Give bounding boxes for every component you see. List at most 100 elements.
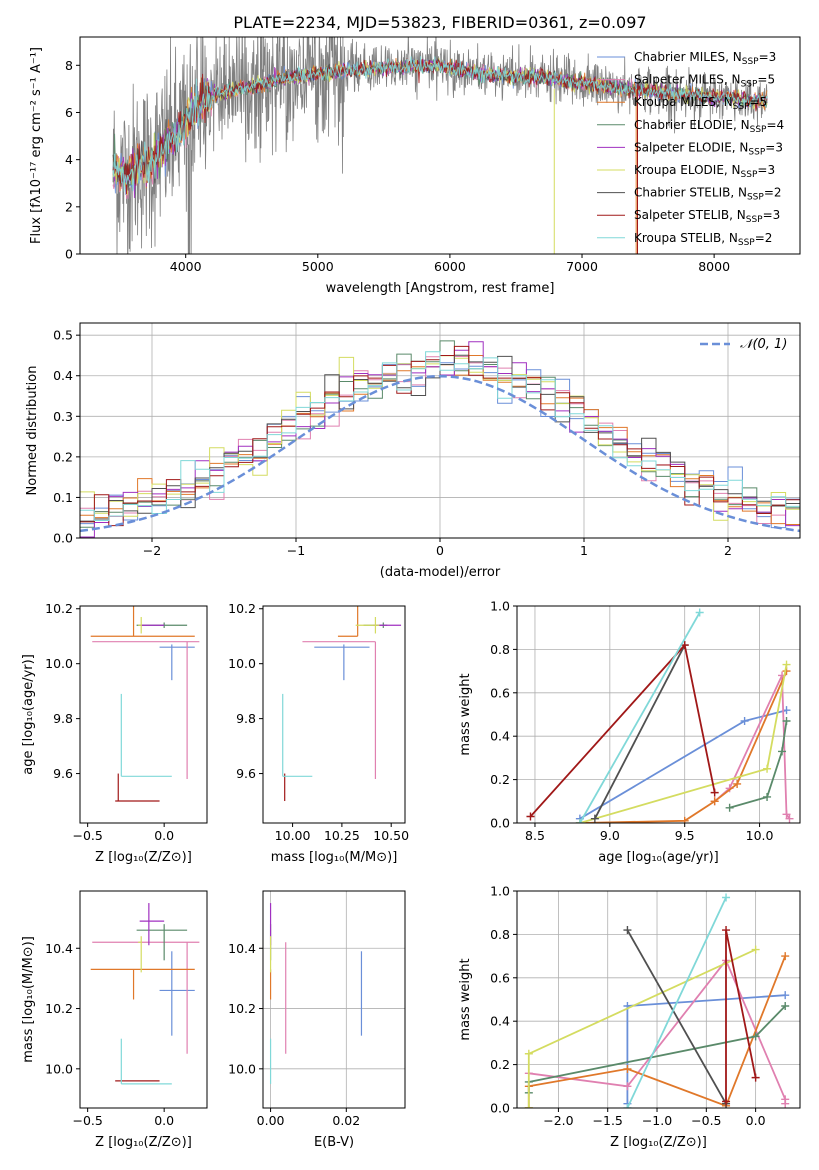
y-tick-label: 9.6	[53, 766, 73, 781]
ssp-weight-marker	[751, 1032, 760, 1041]
residuals-plot	[80, 340, 800, 538]
x-tick-label: 10.00	[275, 828, 311, 843]
axes-frame	[79, 36, 801, 255]
y-tick-label: 10.2	[228, 601, 256, 616]
ssp-weight-marker	[680, 816, 689, 823]
figure-title: PLATE=2234, MJD=53823, FIBERID=0361, z=0…	[233, 13, 646, 32]
spectrum-plot	[112, 37, 768, 254]
y-tick-label: 6	[65, 105, 73, 120]
ssp-weight-line	[714, 675, 791, 820]
legend-subscript: SSP	[748, 147, 765, 157]
x-tick-label: 4000	[170, 259, 202, 274]
y-tick-label: 10.0	[45, 1061, 73, 1076]
ssp-weight-marker	[763, 792, 772, 801]
y-tick-label: 0.2	[490, 1057, 510, 1072]
ssp-weight-marker	[623, 1104, 632, 1108]
y-tick-label: 0.6	[490, 685, 510, 700]
plot-layer: 4000 5000 6000 7000 8000 0 2 4 6 8 wavelength [Ang…	[21, 36, 801, 1150]
x-tick-label: −1.5	[593, 1113, 623, 1128]
y-tick-label: 10.2	[45, 1001, 73, 1016]
legend-tail: =3	[763, 208, 781, 222]
y-axis-label: age [log₁₀(age/yr)]	[21, 654, 36, 775]
histogram-series	[80, 345, 800, 527]
ssp-weight-marker	[763, 764, 772, 773]
y-tick-label: 0.3	[53, 409, 73, 424]
x-tick-label: −0.5	[72, 828, 102, 843]
ssp-weight-marker	[722, 1097, 731, 1106]
x-tick-label: 9.0	[600, 828, 620, 843]
ssp-weight-line	[626, 929, 727, 1105]
x-tick-label: 9.5	[675, 828, 695, 843]
x-axis-label: (data-model)/error	[380, 565, 501, 580]
x-tick-label: 0.0	[154, 1113, 174, 1128]
legend-entry: Kroupa ELODIE, NSSP=3	[634, 163, 775, 180]
ssp-weight-marker	[526, 812, 535, 821]
y-tick-label: 10.0	[228, 656, 256, 671]
ssp-weight-marker	[782, 810, 791, 819]
legend-tail: =2	[764, 186, 782, 200]
y-tick-label: 10.0	[45, 656, 73, 671]
y-tick-label: 0.4	[490, 1014, 510, 1029]
y-axis-label: Normed distribution	[25, 366, 40, 496]
legend-subscript: SSP	[741, 170, 758, 180]
legend-subscript: SSP	[750, 125, 767, 135]
x-axis-label: mass [log₁₀(M/M⊙)]	[271, 850, 398, 865]
legend-tail: =2	[755, 231, 773, 245]
axes-frame	[262, 890, 406, 1109]
x-tick-label: 0.0	[746, 1113, 766, 1128]
ssp-weight-marker	[781, 952, 790, 961]
ssp-weight-marker	[710, 797, 719, 806]
ssp-weight-marker	[781, 991, 790, 1000]
x-tick-label: 8.5	[525, 828, 545, 843]
x-tick-label: 0.00	[257, 1113, 285, 1128]
y-tick-label: 8	[65, 58, 73, 73]
ssp-weight-marker	[695, 608, 704, 617]
x-tick-label: 6000	[434, 259, 466, 274]
legend-entry: Chabrier ELODIE, NSSP=4	[634, 118, 784, 135]
y-axis-label: mass weight	[458, 958, 473, 1040]
x-tick-label: 8000	[698, 259, 730, 274]
y-tick-label: 0.1	[53, 490, 73, 505]
legend-subscript: SSP	[746, 215, 763, 225]
ssp-weight-line	[594, 644, 686, 820]
y-tick-label: 0.4	[53, 368, 73, 383]
legend-text: Kroupa ELODIE, N	[634, 163, 741, 177]
legend-text: Kroupa MILES, N	[634, 95, 733, 109]
mw_vs_age-axes	[517, 605, 800, 824]
y-axis-label: mass [log₁₀(M/M⊙)]	[21, 936, 36, 1063]
histogram-series	[80, 351, 800, 528]
legend-entry: Chabrier STELIB, NSSP=2	[634, 186, 782, 203]
axes-frame	[516, 605, 801, 824]
x-axis-label: Z [log₁₀(Z/Z⊙)]	[610, 1135, 707, 1150]
legend-subscript: SSP	[747, 193, 764, 203]
normal-reference-curve	[80, 374, 800, 533]
ssp-weight-line	[729, 720, 788, 809]
ssp-weight-marker	[623, 1064, 632, 1073]
legend-tail: =5	[750, 95, 768, 109]
legend-tail: =3	[765, 140, 783, 154]
legend-entry: Salpeter STELIB, NSSP=3	[634, 208, 780, 225]
y-tick-label: 0.2	[53, 449, 73, 464]
model-spectrum	[112, 58, 768, 195]
age_vs_mass-plot	[282, 606, 402, 802]
x-tick-label: 10.0	[746, 828, 774, 843]
y-tick-label: 10.4	[228, 941, 256, 956]
x-tick-label: 5000	[302, 259, 334, 274]
mw_vs_age-frame: 8.5 9.0 9.5 10.0 0.0 0.2 0.4 0.6 0.8 1.0 age [log₁…	[458, 599, 801, 865]
legend-tail: =3	[757, 163, 775, 177]
x-tick-label: −0.5	[72, 1113, 102, 1128]
residuals-axes	[80, 323, 800, 539]
y-tick-label: 10.4	[45, 941, 73, 956]
legend-tail: =5	[757, 73, 775, 87]
ssp-weight-marker	[751, 1073, 760, 1082]
x-tick-label: −0.5	[691, 1113, 721, 1128]
legend-subscript: SSP	[733, 102, 750, 112]
legend-text: Chabrier ELODIE, N	[634, 118, 750, 132]
legend-entry: Kroupa STELIB, NSSP=2	[634, 231, 772, 248]
mw_vs_age-plot	[526, 608, 794, 823]
axes-frame	[79, 605, 208, 824]
y-tick-label: 0.4	[490, 729, 510, 744]
ssp-weight-marker	[524, 1104, 533, 1108]
ssp-weight-marker	[722, 893, 731, 902]
ssp-weight-marker	[782, 660, 791, 669]
